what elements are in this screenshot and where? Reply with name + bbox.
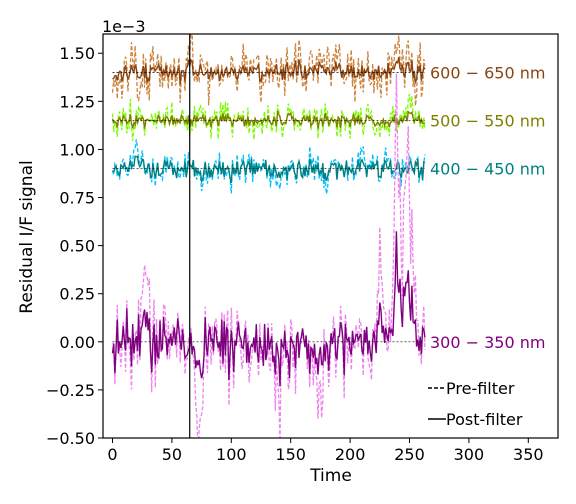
y-tick-label: 1.25 [59,92,95,111]
y-tick-label: −0.50 [46,429,95,448]
series-2-post-filter-line [112,155,426,184]
legend-label-1: Post-filter [446,410,523,429]
band-labels: 600 − 650 nm 500 − 550 nm 400 − 450 nm 300 … [430,63,545,351]
series-3-pre-filter-line [111,73,426,438]
series-1-pre-filter-line [111,93,426,141]
y-tick-label: 0.50 [59,237,95,256]
y-tick-label: 1.50 [59,44,95,63]
y-axis-label: Residual I/F signal [17,160,37,313]
x-tick-label: 50 [162,445,182,464]
x-tick-label: 200 [335,445,366,464]
series-3-post-filter-line [111,231,426,387]
x-axis: 0 50 100 150 200 250 300 350 [107,438,544,464]
band-label-1: 500 − 550 nm [430,112,545,131]
band-label-3: 300 − 350 nm [430,333,545,352]
band-label-0: 600 − 650 nm [430,63,545,82]
x-tick-label: 100 [216,445,247,464]
y-tick-label: −0.25 [46,381,95,400]
y-axis: −0.50 −0.25 0.00 0.25 0.50 0.75 1.00 1.25 1.50 [46,44,103,448]
x-tick-label: 150 [275,445,306,464]
series-0-post-filter-line [112,57,426,85]
legend: Pre-filter Post-filter [428,379,523,429]
y-tick-label: 0.75 [59,189,95,208]
y-tick-label: 0.25 [59,285,95,304]
x-tick-label: 300 [454,445,485,464]
plot-frame [102,33,559,439]
band-label-2: 400 − 450 nm [430,160,545,179]
series-group [111,34,426,438]
y-offset-label: 1e−3 [102,17,146,36]
series-2-pre-filter-line [111,139,426,195]
y-tick-label: 0.00 [59,333,95,352]
series-0-pre-filter-line [111,34,426,106]
legend-label-0: Pre-filter [446,379,515,398]
plot-area [102,33,559,439]
x-axis-label: Time [309,466,352,486]
x-tick-label: 350 [513,445,544,464]
y-tick-label: 1.00 [59,140,95,159]
x-tick-label: 0 [107,445,117,464]
x-tick-label: 250 [394,445,425,464]
